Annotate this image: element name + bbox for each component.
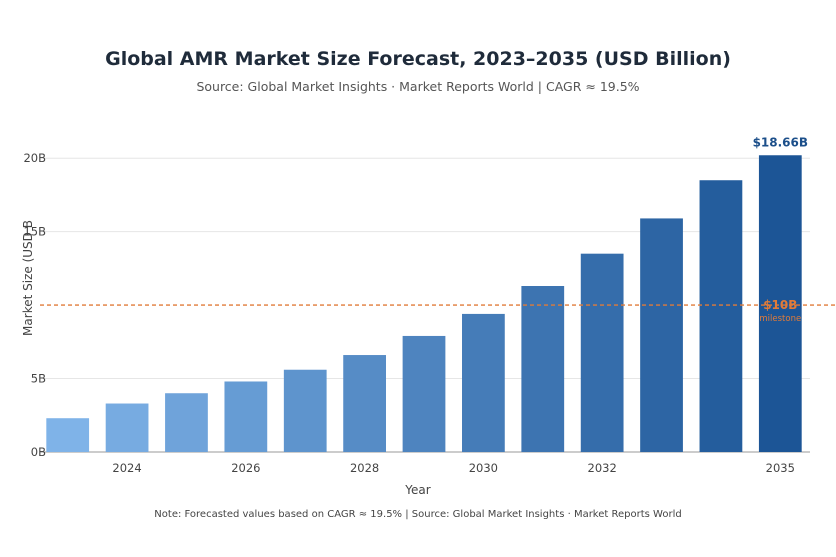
bar-2027 — [283, 369, 327, 452]
bar-2029 — [402, 335, 446, 452]
y-axis-label: Market Size (USD B — [21, 220, 35, 336]
bar-2026 — [224, 381, 268, 452]
bar-2023 — [46, 418, 90, 452]
bar-2030 — [462, 313, 505, 452]
y-tick-label: 0B — [31, 445, 46, 459]
x-tick-label: 2032 — [588, 461, 617, 475]
bar-2028 — [343, 355, 386, 452]
bar-2031 — [521, 286, 565, 452]
bar-2035 — [758, 155, 802, 452]
chart-footnote: Note: Forecasted values based on CAGR ≈ … — [154, 509, 682, 520]
chart-subtitle: Source: Global Market Insights · Market … — [196, 79, 640, 94]
bar-2024 — [105, 403, 149, 452]
x-axis-label: Year — [404, 483, 430, 497]
x-tick-label: 2035 — [766, 461, 795, 475]
x-tick-label: 2026 — [231, 461, 260, 475]
bar-2033 — [640, 218, 683, 452]
reference-line-sublabel: milestone — [759, 314, 801, 324]
reference-line-label: $10B — [763, 298, 797, 312]
chart-title: Global AMR Market Size Forecast, 2023–20… — [105, 48, 731, 70]
y-tick-label: 15B — [23, 225, 46, 239]
bar-2032 — [580, 253, 624, 452]
bar-2034 — [699, 180, 743, 452]
x-tick-label: 2024 — [112, 461, 141, 475]
x-tick-label: 2030 — [469, 461, 498, 475]
y-tick-label: 5B — [31, 372, 46, 386]
bar-value-label: $18.66B — [753, 135, 808, 149]
y-tick-label: 20B — [23, 151, 46, 165]
x-tick-label: 2028 — [350, 461, 379, 475]
bar-2025 — [165, 393, 208, 452]
